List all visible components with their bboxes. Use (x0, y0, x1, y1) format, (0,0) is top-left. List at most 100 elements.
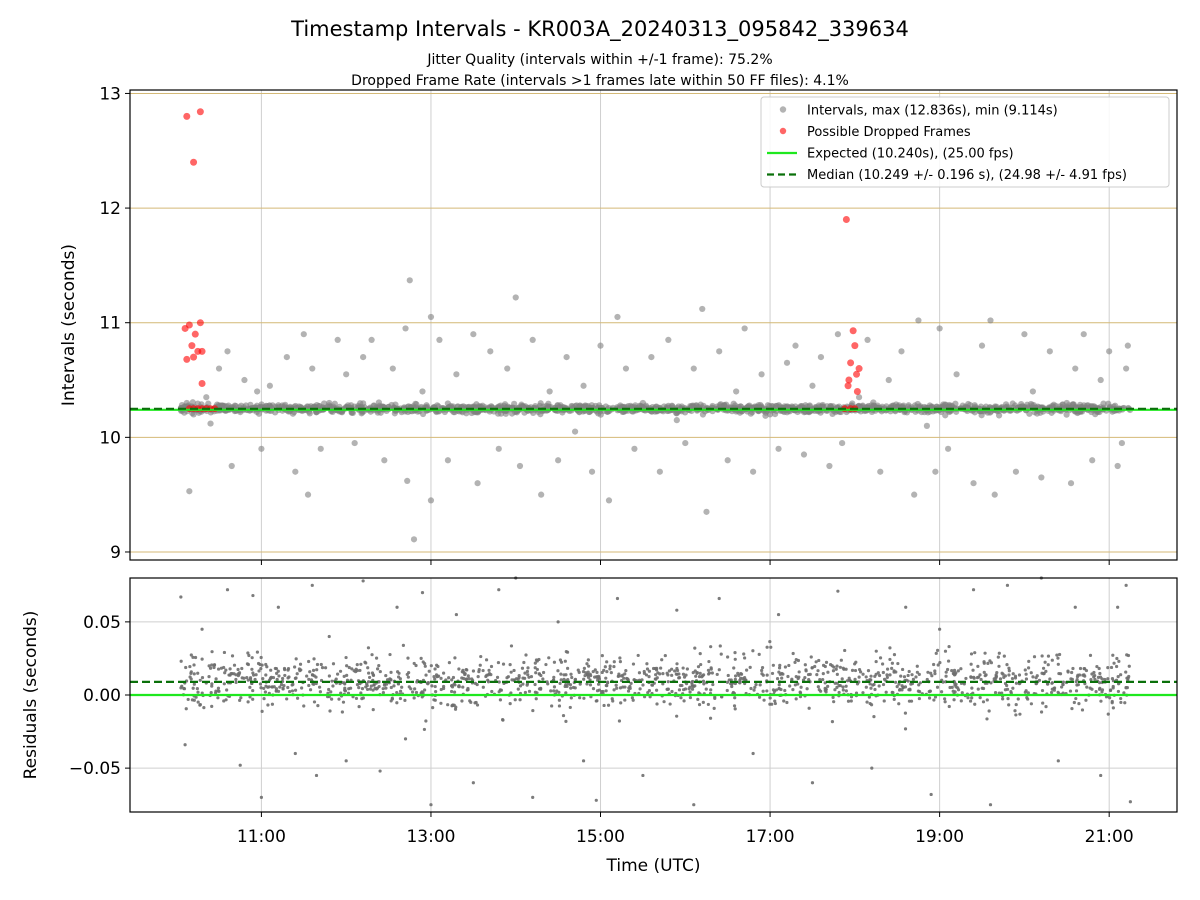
cloud-point (523, 690, 528, 695)
cloud-point (1007, 703, 1011, 707)
interval-point (839, 439, 846, 447)
cloud-point (427, 669, 431, 673)
cloud-point (1100, 677, 1104, 681)
interval-point (327, 634, 331, 639)
cloud-point (1103, 677, 1107, 682)
cloud-point (272, 685, 276, 689)
cloud-point (907, 699, 912, 703)
cloud-point (525, 683, 529, 687)
cloud-point (534, 697, 538, 701)
cloud-point (403, 698, 407, 702)
cloud-point (834, 667, 838, 671)
interval-point (186, 488, 193, 495)
cloud-point (797, 675, 801, 679)
interval-point (834, 331, 841, 338)
cloud-point (190, 698, 194, 702)
cloud-point (262, 686, 266, 691)
y-axis-label: Residuals (seconds) (21, 611, 41, 780)
cloud-point (533, 690, 537, 694)
cloud-point (447, 660, 451, 665)
cloud-point (395, 690, 399, 695)
cloud-point (1035, 674, 1039, 678)
interval-point (605, 497, 613, 504)
cloud-point (959, 667, 963, 671)
cloud-point (810, 666, 814, 670)
cloud-point (355, 683, 360, 687)
interval-point (716, 348, 723, 355)
cloud-point (1005, 663, 1009, 667)
cloud-point (569, 672, 573, 676)
cloud-point (461, 685, 465, 689)
cloud-point (475, 703, 480, 707)
cloud-point (799, 685, 803, 689)
cloud-point (283, 673, 287, 678)
cloud-point (471, 669, 476, 673)
cloud-point (409, 687, 413, 691)
cloud-point (591, 669, 595, 674)
cloud-point (330, 679, 334, 683)
interval-point (904, 605, 908, 609)
cloud-point (508, 663, 512, 667)
cloud-point (1040, 688, 1045, 693)
cloud-point (794, 697, 798, 701)
cloud-point (702, 682, 706, 686)
interval-point (923, 422, 931, 429)
interval-point (898, 348, 905, 355)
cloud-point (917, 696, 921, 701)
cloud-point (844, 684, 848, 688)
cloud-point (512, 668, 516, 673)
cloud-point (951, 689, 955, 693)
cloud-point (733, 707, 737, 711)
cloud-point (473, 701, 477, 705)
cloud-point (413, 687, 417, 691)
cloud-point (1066, 670, 1070, 674)
cloud-point (234, 680, 238, 684)
cloud-point (641, 683, 645, 687)
interval-point (215, 365, 223, 372)
x-tick-label: 11:00 (237, 827, 286, 847)
cloud-point (869, 703, 874, 707)
cloud-point (513, 698, 517, 702)
y-tick-label: 0.00 (83, 686, 121, 706)
cloud-point (844, 689, 848, 693)
cloud-point (1072, 700, 1076, 705)
cloud-point (559, 678, 563, 682)
cloud-point (1110, 677, 1115, 681)
cloud-point (915, 670, 919, 674)
cloud-point (837, 690, 841, 695)
cloud-point (557, 704, 562, 708)
cloud-point (685, 667, 689, 671)
cloud-point (378, 669, 382, 674)
cloud-point (773, 699, 777, 703)
cloud-point (293, 676, 297, 680)
cloud-point (184, 707, 188, 711)
cloud-point (770, 671, 775, 676)
cloud-point (995, 412, 1003, 419)
cloud-point (527, 675, 531, 679)
x-tick-label: 13:00 (406, 827, 455, 847)
cloud-point (381, 691, 385, 695)
cloud-point (588, 683, 593, 687)
cloud-point (398, 696, 403, 701)
cloud-point (264, 673, 268, 677)
cloud-point (997, 664, 1001, 668)
cloud-point (447, 676, 451, 680)
cloud-point (661, 672, 665, 676)
cloud-point (674, 672, 678, 676)
cloud-point (725, 680, 730, 684)
cloud-point (892, 669, 896, 673)
cloud-point (700, 675, 704, 679)
cloud-point (541, 677, 545, 681)
cloud-point (768, 696, 772, 700)
cloud-point (821, 672, 825, 676)
cloud-point (1055, 653, 1059, 657)
cloud-point (1106, 666, 1110, 670)
cloud-point (308, 688, 313, 692)
interval-point (1123, 365, 1130, 372)
cloud-point (321, 400, 328, 407)
cloud-point (849, 699, 853, 703)
interval-point (792, 342, 799, 349)
cloud-point (666, 673, 670, 677)
interval-point (179, 595, 183, 599)
interval-point (427, 313, 435, 321)
